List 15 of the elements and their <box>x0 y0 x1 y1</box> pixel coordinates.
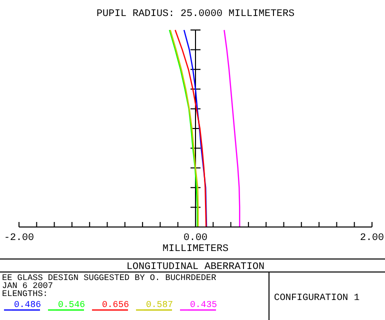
x-tick-label: 0.00 <box>183 233 208 244</box>
text: LONGITUDINAL ABERRATION <box>126 262 265 273</box>
x-tick-label: 2.00 <box>360 233 384 244</box>
chart-title: PUPIL RADIUS: 25.0000 MILLIMETERS <box>96 9 295 20</box>
legend-label: 0.656 <box>102 300 130 310</box>
legend-label: 0.486 <box>14 300 42 310</box>
text: ELENGTHS: <box>2 289 48 299</box>
legend-label: 0.546 <box>58 300 86 310</box>
legend-label: 0.435 <box>190 300 218 310</box>
text: CONFIGURATION 1 <box>274 292 360 303</box>
legend-label: 0.587 <box>146 300 174 310</box>
text: JAN 6 2007 <box>2 281 54 291</box>
x-tick-label: -2.00 <box>4 233 34 244</box>
x-axis-title: MILLIMETERS <box>162 244 229 255</box>
text: EE GLASS DESIGN SUGGESTED BY O. BUCHRDEDER <box>2 273 216 283</box>
